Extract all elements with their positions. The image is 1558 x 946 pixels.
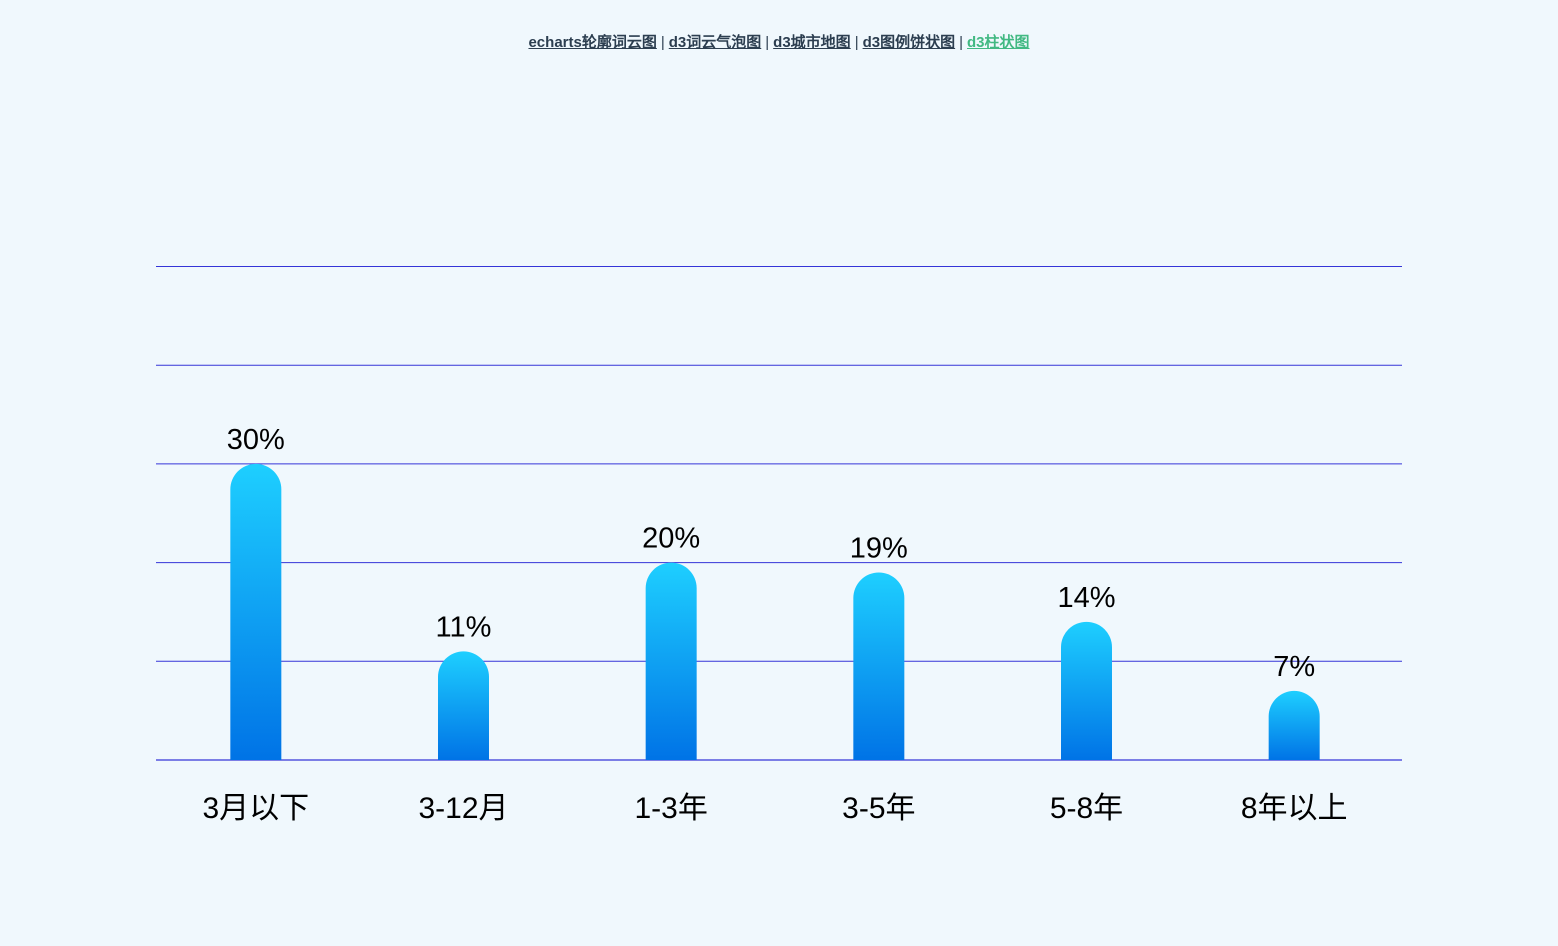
bar-4 (1061, 621, 1112, 760)
nav-link-d3-bubble-wordcloud[interactable]: d3词云气泡图 (668, 34, 762, 51)
category-labels: 3月以下 3-12月 1-3年 3-5年 5-8年 8年以上 (202, 792, 1347, 825)
category-label-4: 5-8年 (1050, 792, 1123, 825)
nav-separator: | (660, 34, 665, 51)
value-label-3: 19% (850, 532, 908, 564)
nav-link-d3-city-map[interactable]: d3城市地图 (773, 34, 851, 51)
bar-2 (645, 562, 697, 760)
category-label-1: 3-12月 (418, 792, 508, 825)
bar-5 (1268, 690, 1320, 760)
nav-link-echarts-wordcloud[interactable]: echarts轮廓词云图 (528, 34, 657, 51)
nav-link-d3-bar-chart[interactable]: d3柱状图 (967, 34, 1030, 51)
bars (230, 463, 1320, 760)
category-label-5: 8年以上 (1241, 792, 1348, 825)
bar-0 (230, 463, 282, 760)
grid-lines (156, 266, 1402, 761)
value-label-0: 30% (227, 424, 285, 456)
bar-3 (853, 572, 905, 760)
category-label-0: 3月以下 (202, 792, 309, 825)
nav-separator: | (854, 34, 859, 51)
value-label-1: 11% (436, 611, 492, 643)
bar-1 (438, 651, 489, 760)
category-label-2: 1-3年 (634, 792, 707, 825)
nav-separator: | (959, 34, 964, 51)
nav-separator: | (765, 34, 770, 51)
value-label-5: 7% (1273, 651, 1315, 683)
value-label-4: 14% (1057, 582, 1115, 614)
nav-link-d3-legend-pie[interactable]: d3图例饼状图 (862, 34, 956, 51)
value-labels: 30% 11% 20% 19% 14% 7% (227, 424, 1315, 683)
value-label-2: 20% (642, 523, 700, 555)
category-label-3: 3-5年 (842, 792, 915, 825)
nav-bar: echarts轮廓词云图 | d3词云气泡图 | d3城市地图 | d3图例饼状图 | d3柱状… (0, 31, 1558, 52)
